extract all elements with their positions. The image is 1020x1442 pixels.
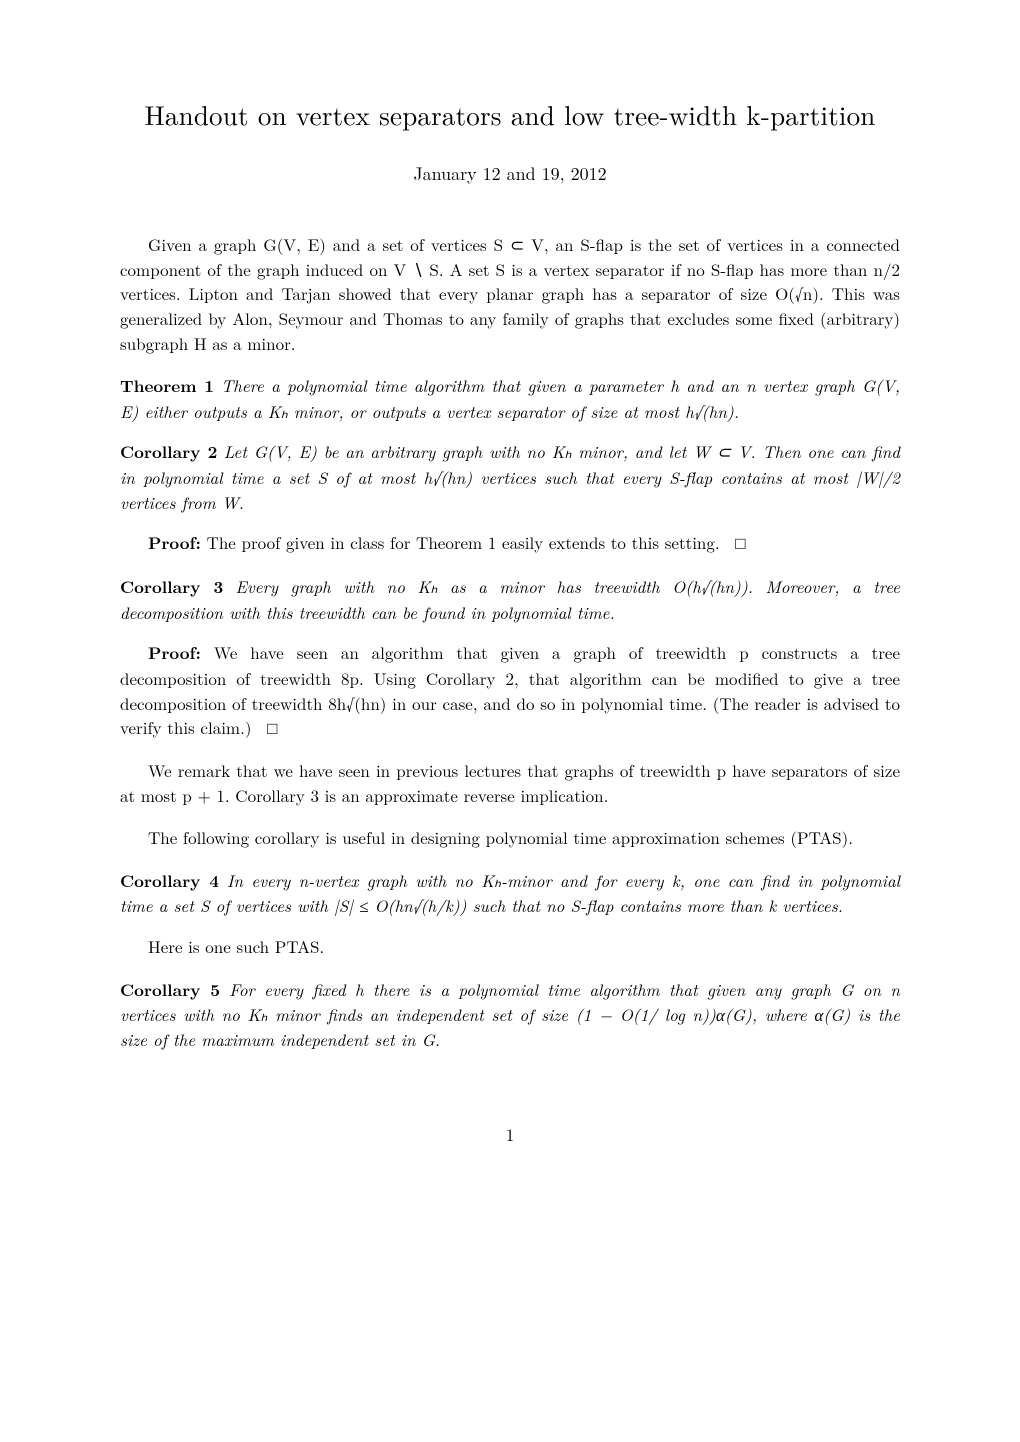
corollary-5: Corollary 5 For every fixed h there is a… xyxy=(120,977,900,1052)
corollary-2-head: Corollary 2 xyxy=(120,440,217,464)
date-line: January 12 and 19, 2012 xyxy=(120,161,900,186)
corollary-4-body: In every n-vertex graph with no Kₕ-minor… xyxy=(120,868,900,918)
intro-paragraph: Given a graph G(V, E) and a set of verti… xyxy=(120,232,900,355)
page: Handout on vertex separators and low tre… xyxy=(0,0,1020,1442)
qed-1: □ xyxy=(735,530,745,554)
theorem-1: Theorem 1 There a polynomial time algori… xyxy=(120,373,900,423)
proof-2-body: We have seen an algorithm that given a g… xyxy=(120,640,900,739)
remark-1: We remark that we have seen in previous … xyxy=(120,758,900,807)
theorem-1-head: Theorem 1 xyxy=(120,374,214,398)
corollary-2: Corollary 2 Let G(V, E) be an arbitrary … xyxy=(120,439,900,514)
corollary-5-body: For every fixed h there is a polynomial … xyxy=(120,977,900,1051)
page-title: Handout on vertex separators and low tre… xyxy=(120,95,900,133)
qed-2: □ xyxy=(267,715,277,739)
remark-2: The following corollary is useful in des… xyxy=(120,825,900,850)
proof-2-head: Proof: xyxy=(148,641,201,665)
theorem-1-body: There a polynomial time algorithm that g… xyxy=(120,373,900,423)
ptas-line: Here is one such PTAS. xyxy=(120,934,900,959)
page-number: 1 xyxy=(120,1122,900,1146)
proof-1: Proof: The proof given in class for Theo… xyxy=(120,530,900,556)
corollary-4-head: Corollary 4 xyxy=(120,869,219,893)
corollary-2-body: Let G(V, E) be an arbitrary graph with n… xyxy=(120,439,900,513)
title-text: Handout on vertex separators and low tre… xyxy=(144,95,875,133)
proof-1-body: The proof given in class for Theorem 1 e… xyxy=(207,530,720,554)
corollary-3: Corollary 3 Every graph with no Kₕ as a … xyxy=(120,574,900,624)
corollary-5-head: Corollary 5 xyxy=(120,978,220,1002)
proof-2: Proof: We have seen an algorithm that gi… xyxy=(120,640,900,740)
corollary-3-body: Every graph with no Kₕ as a minor has tr… xyxy=(120,574,900,624)
proof-1-head: Proof: xyxy=(148,531,201,555)
corollary-4: Corollary 4 In every n-vertex graph with… xyxy=(120,868,900,918)
corollary-3-head: Corollary 3 xyxy=(120,575,223,599)
